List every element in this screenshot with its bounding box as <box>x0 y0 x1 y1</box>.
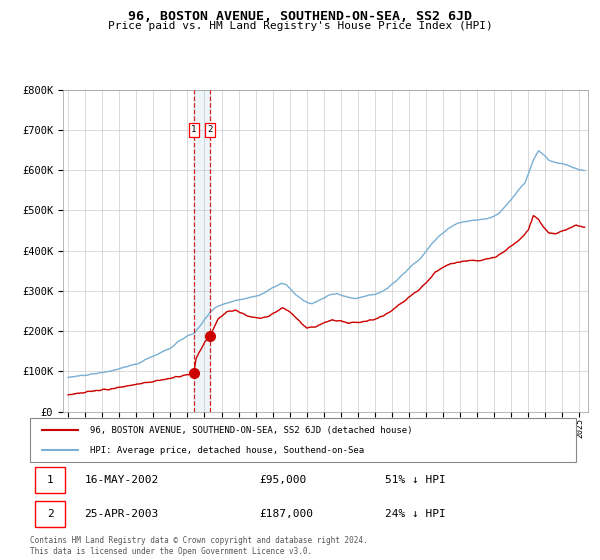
Text: 1: 1 <box>191 125 196 134</box>
Text: 25-APR-2003: 25-APR-2003 <box>85 509 159 519</box>
Text: 1: 1 <box>47 475 54 485</box>
Bar <box>194 90 210 412</box>
Text: 16-MAY-2002: 16-MAY-2002 <box>85 475 159 485</box>
Bar <box>35 501 65 527</box>
Bar <box>35 467 65 493</box>
Text: 2: 2 <box>47 509 54 519</box>
Text: 2: 2 <box>207 125 212 134</box>
Text: 24% ↓ HPI: 24% ↓ HPI <box>385 509 446 519</box>
Text: HPI: Average price, detached house, Southend-on-Sea: HPI: Average price, detached house, Sout… <box>90 446 364 455</box>
Text: 96, BOSTON AVENUE, SOUTHEND-ON-SEA, SS2 6JD (detached house): 96, BOSTON AVENUE, SOUTHEND-ON-SEA, SS2 … <box>90 426 413 435</box>
Text: 96, BOSTON AVENUE, SOUTHEND-ON-SEA, SS2 6JD: 96, BOSTON AVENUE, SOUTHEND-ON-SEA, SS2 … <box>128 10 472 23</box>
Text: £187,000: £187,000 <box>259 509 313 519</box>
Text: Contains HM Land Registry data © Crown copyright and database right 2024.
This d: Contains HM Land Registry data © Crown c… <box>30 536 368 556</box>
Text: 51% ↓ HPI: 51% ↓ HPI <box>385 475 446 485</box>
Text: Price paid vs. HM Land Registry's House Price Index (HPI): Price paid vs. HM Land Registry's House … <box>107 21 493 31</box>
Text: £95,000: £95,000 <box>259 475 307 485</box>
